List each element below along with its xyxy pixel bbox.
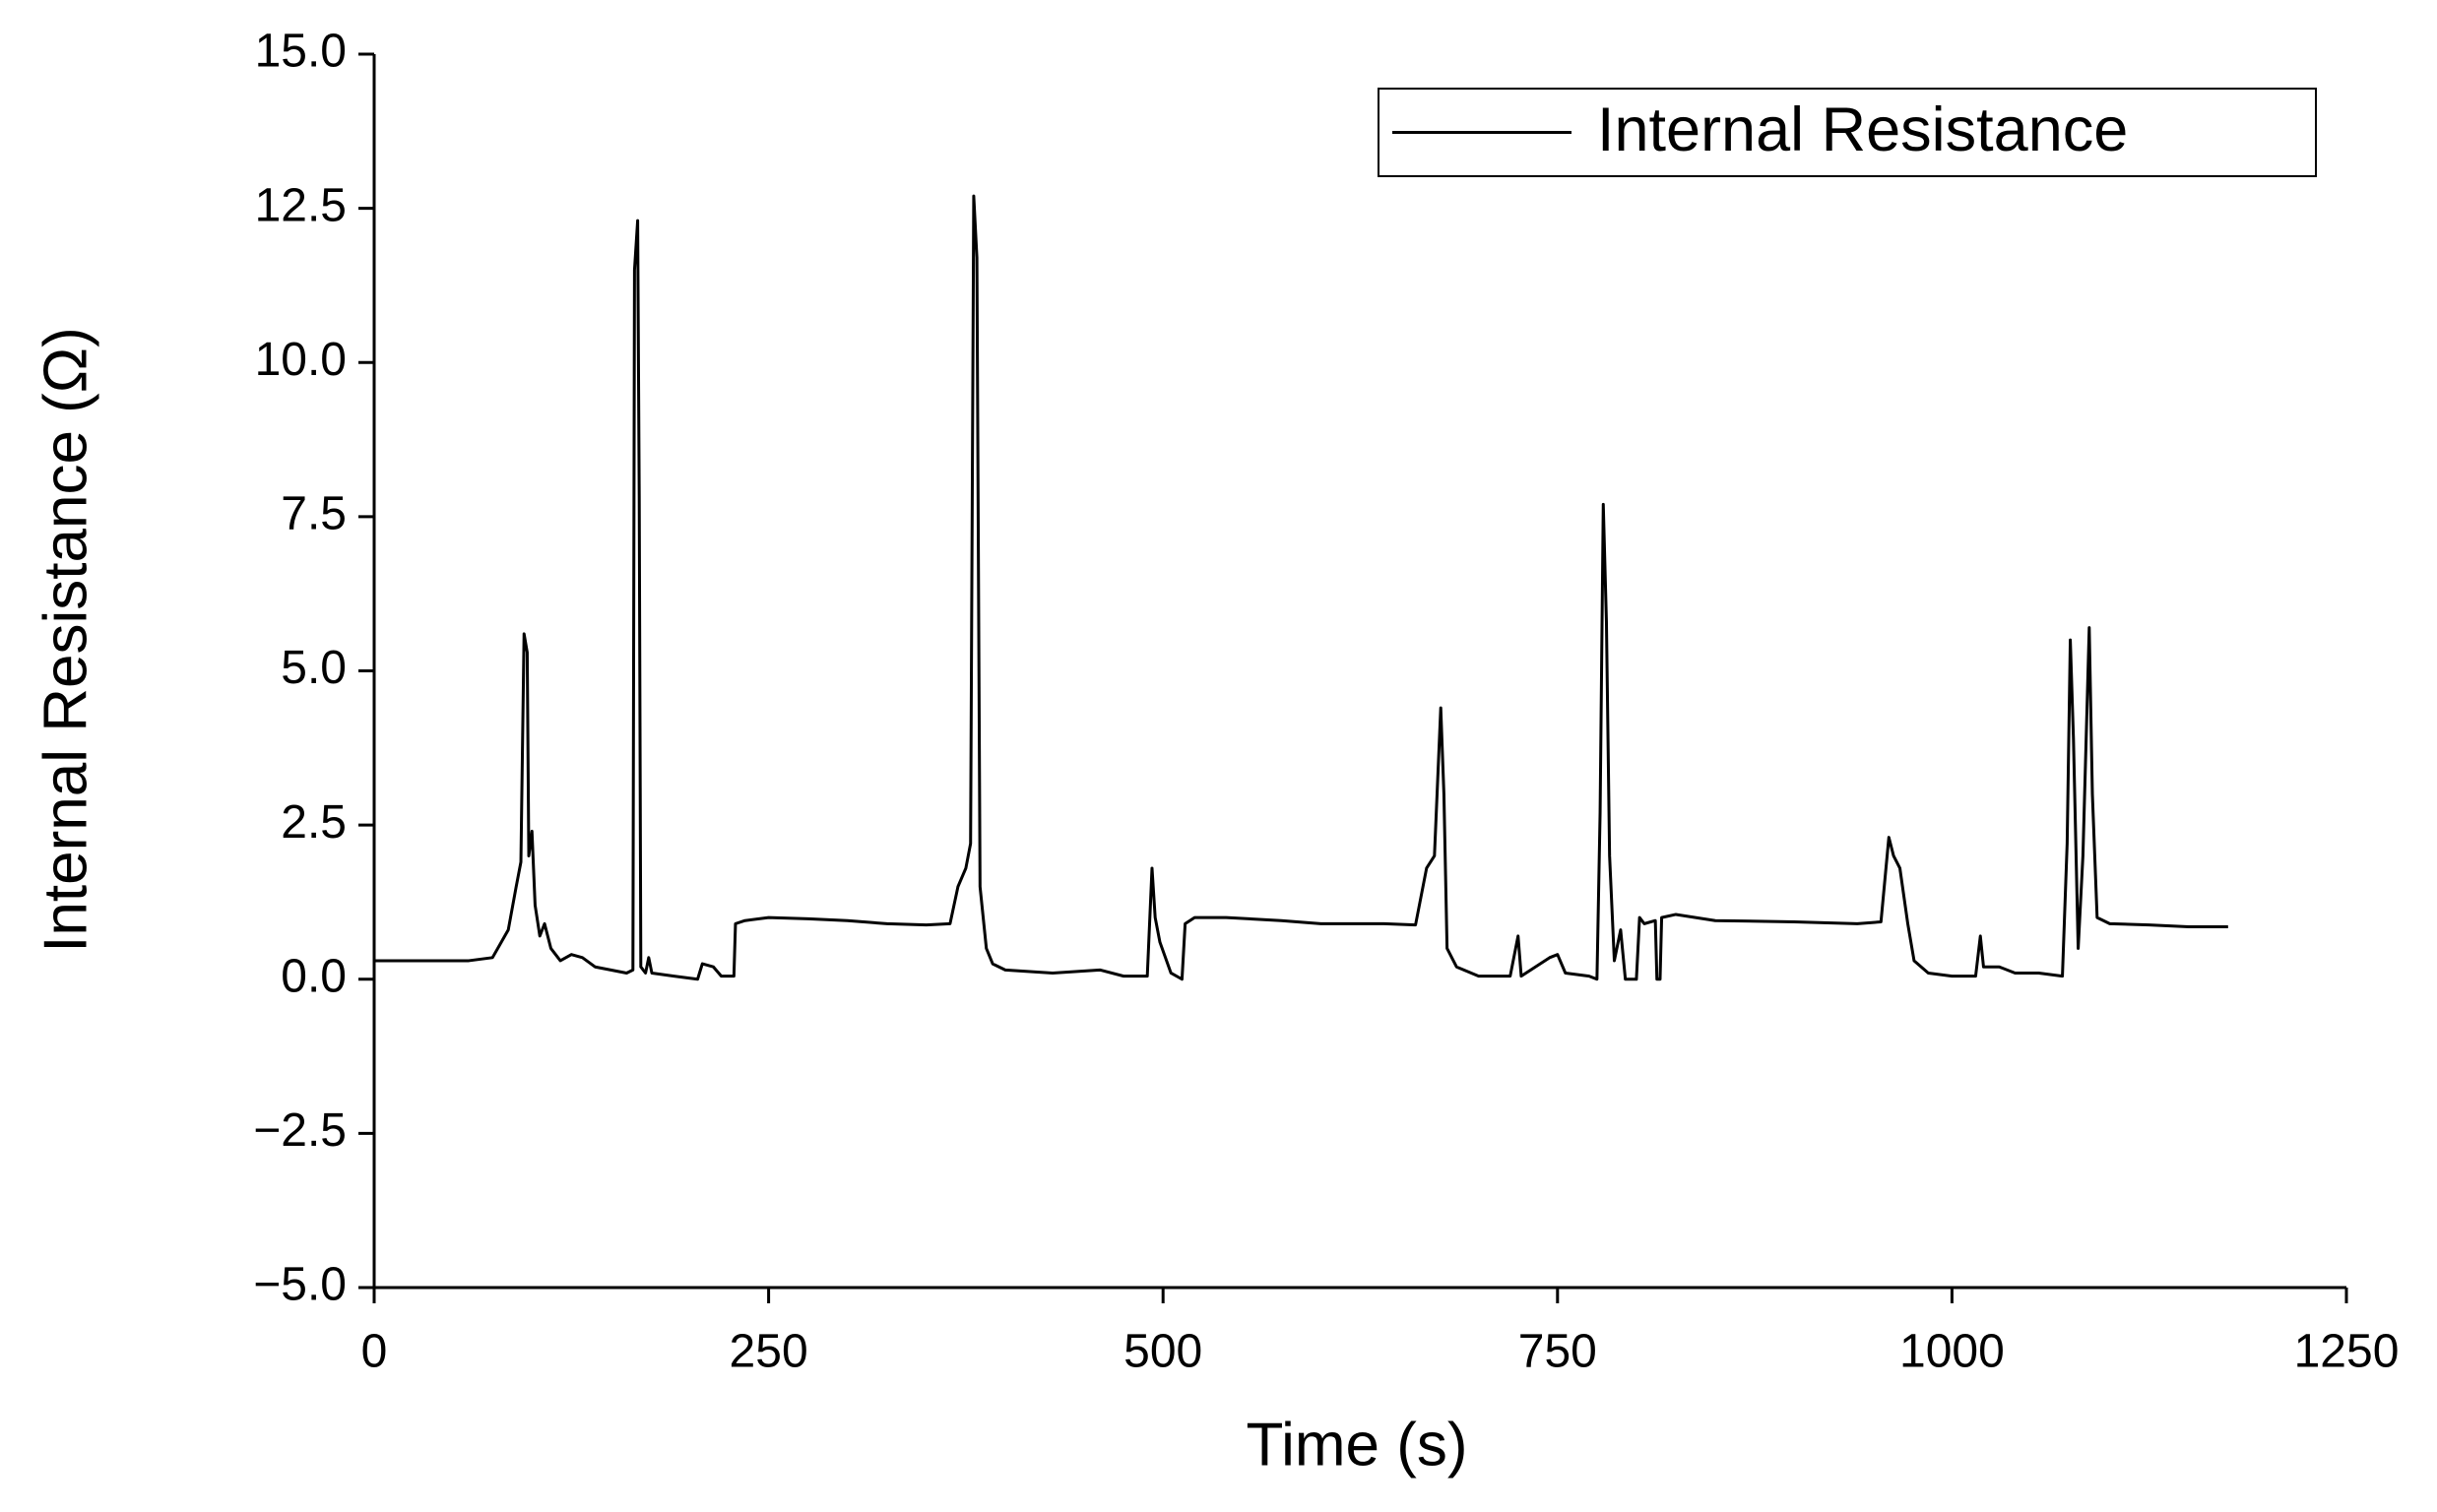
x-tick-label: 1000 [1899, 1326, 2005, 1378]
x-tick-label: 250 [730, 1326, 808, 1378]
x-tick-label: 500 [1123, 1326, 1202, 1378]
y-tick-label: 0.0 [281, 950, 347, 1002]
x-tick-label: 0 [361, 1326, 388, 1378]
data-line [374, 194, 2228, 981]
y-tick-label: 5.0 [281, 642, 347, 694]
x-axis-title: Time (s) [1247, 1411, 1468, 1479]
y-tick-label: −2.5 [253, 1104, 347, 1157]
legend-label: Internal Resistance [1597, 95, 2128, 164]
x-tick-label: 1250 [2294, 1326, 2400, 1378]
x-tick-label: 750 [1518, 1326, 1597, 1378]
y-axis-title: Internal Resistance (Ω) [32, 327, 99, 953]
y-tick-label: 12.5 [255, 179, 347, 231]
y-tick-label: 2.5 [281, 796, 347, 849]
y-tick-label: −5.0 [253, 1259, 347, 1311]
y-tick-label: 7.5 [281, 488, 347, 540]
y-tick-label: 15.0 [255, 26, 347, 78]
y-tick-label: 10.0 [255, 334, 347, 386]
